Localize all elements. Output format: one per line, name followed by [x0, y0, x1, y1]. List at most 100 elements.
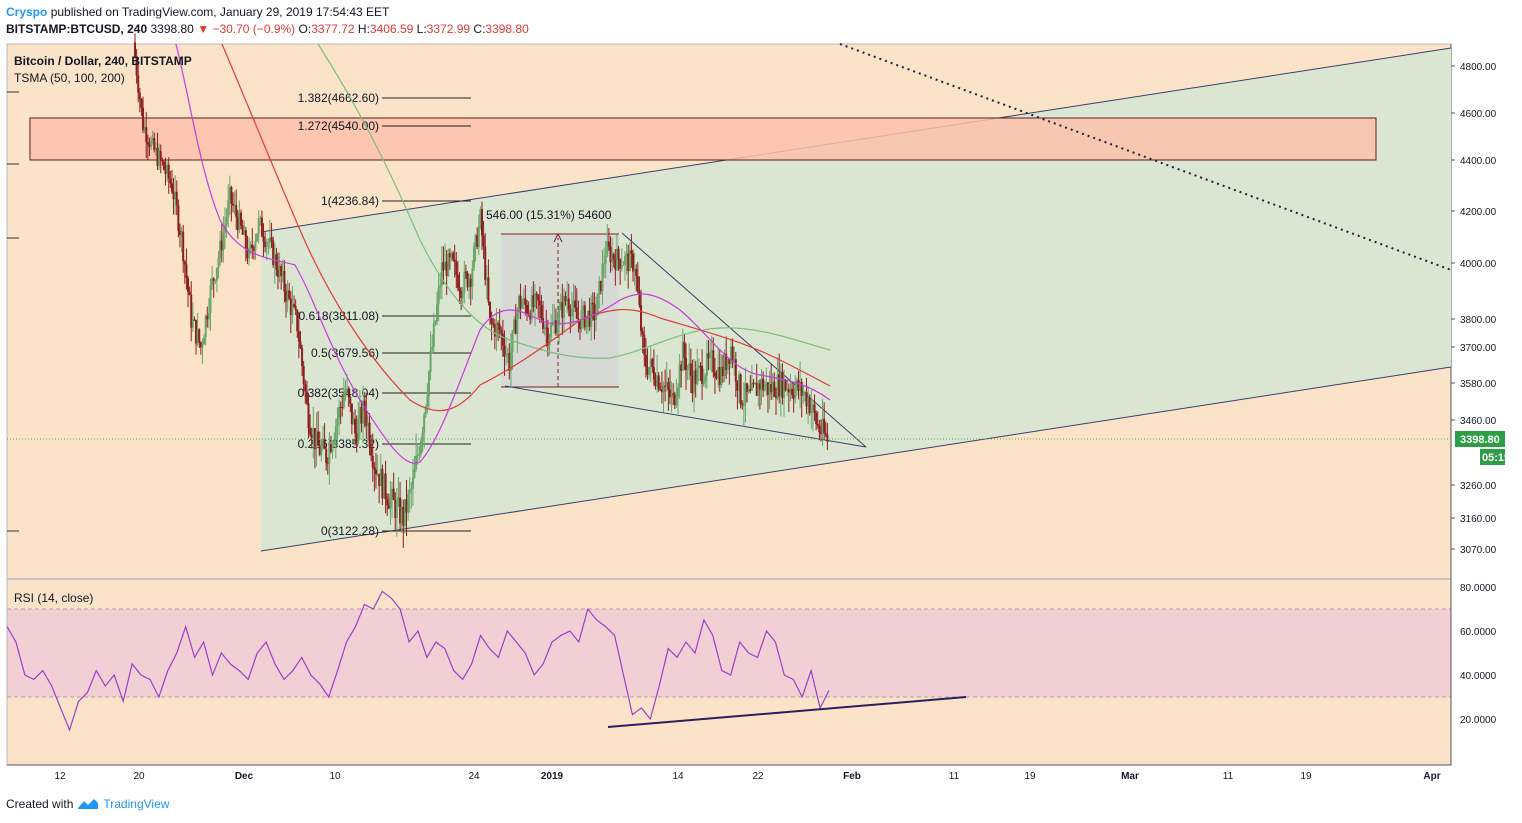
candle-body	[265, 242, 268, 248]
resistance-zone[interactable]	[29, 117, 1377, 161]
candle-body	[262, 236, 265, 242]
candle-body	[725, 353, 728, 370]
candle-body	[342, 395, 345, 408]
candle-body	[175, 191, 178, 206]
candle-body	[548, 336, 551, 346]
candle-body	[464, 271, 467, 274]
candle-body	[321, 439, 324, 448]
ma-slow-line[interactable]	[317, 43, 831, 359]
candle-body	[513, 319, 516, 331]
price-axis-ticks: 4800.00 4600.00 4400.00 4200.00 4000.00 3800.…	[1451, 62, 1497, 556]
candle-body	[248, 248, 251, 259]
candles[interactable]	[134, 33, 829, 549]
candle-body	[344, 389, 347, 396]
candle-body	[546, 327, 549, 346]
candle-body	[460, 290, 463, 298]
footer-brand[interactable]: TradingView	[103, 797, 170, 811]
candle-body	[275, 254, 278, 270]
close-label: C:	[473, 22, 486, 36]
ascending-channel[interactable]	[261, 48, 1451, 551]
candle-body	[423, 414, 426, 433]
candle-body	[603, 263, 606, 265]
candle-body	[601, 263, 604, 292]
ma-fast-line[interactable]	[175, 43, 831, 464]
candle-body	[436, 304, 439, 322]
candle-body	[588, 310, 591, 327]
candle-body	[325, 448, 328, 464]
candle-body	[615, 248, 618, 270]
ma-mid-line[interactable]	[221, 43, 831, 412]
author-name[interactable]: Cryspo	[6, 5, 48, 19]
candle-body	[787, 389, 790, 393]
published-text: published on TradingView.com, January 29…	[50, 5, 390, 19]
candle-body	[730, 346, 733, 364]
fib-levels[interactable]	[382, 97, 471, 532]
candle-body	[472, 246, 475, 269]
candle-body	[471, 268, 474, 287]
candle-body	[246, 249, 249, 259]
candle-body	[572, 300, 575, 309]
wedge-top-line[interactable]	[621, 232, 867, 448]
price-tick-label: 4400.00	[1460, 156, 1497, 167]
candle-body	[826, 434, 829, 442]
candle-body	[821, 418, 824, 435]
candle-body	[419, 441, 422, 455]
candle-body	[481, 208, 483, 236]
candle-body	[333, 439, 336, 445]
price-tick-label: 3800.00	[1460, 315, 1497, 326]
candle-body	[426, 395, 429, 407]
candle-body	[522, 298, 525, 305]
candle-body	[550, 324, 553, 337]
candle-body	[288, 290, 291, 299]
candle-body	[490, 318, 493, 324]
channel-bottom-line[interactable]	[260, 366, 1452, 552]
candle-body	[235, 205, 238, 217]
candle-body	[257, 218, 260, 234]
measure-label: 546.00 (15.31%) 54600	[486, 208, 612, 222]
candle-body	[741, 404, 744, 406]
fib-label-1272: 1.272(4540.00)	[298, 119, 379, 133]
price-tick-label: 3700.00	[1460, 343, 1497, 354]
candle-body	[723, 353, 726, 376]
candle-body	[733, 359, 736, 362]
candle-body	[241, 225, 244, 235]
candle-body	[795, 380, 798, 389]
wedge-bottom-line[interactable]	[504, 385, 867, 448]
candle-body	[617, 248, 620, 260]
candle-body	[188, 291, 191, 296]
last-price-badge-bg	[1455, 431, 1505, 447]
candle-body	[408, 489, 411, 494]
candle-body	[195, 320, 198, 344]
candle-body	[824, 432, 827, 435]
dotted-trendline[interactable]	[839, 43, 1452, 271]
rsi-line[interactable]	[6, 590, 830, 732]
time-tick-label: Apr	[1423, 771, 1440, 782]
time-tick-label: Feb	[843, 771, 861, 782]
candle-body	[363, 400, 366, 411]
open-label: O:	[298, 22, 312, 36]
candle-body	[366, 422, 369, 426]
candle-body	[397, 497, 400, 502]
candle-body	[569, 309, 572, 317]
candle-body	[161, 159, 164, 162]
candle-body	[413, 469, 416, 478]
price-axis[interactable]	[1452, 44, 1522, 765]
candle-body	[763, 386, 766, 391]
candle-body	[680, 364, 683, 371]
rsi-divergence-line[interactable]	[607, 696, 967, 728]
high-value: 3406.59	[369, 22, 414, 36]
candle-body	[805, 392, 808, 407]
candle-body	[754, 382, 757, 385]
candle-body	[493, 324, 496, 337]
candle-body	[667, 382, 670, 390]
candle-body	[659, 389, 662, 391]
candle-body	[577, 318, 580, 320]
candle-body	[350, 403, 353, 425]
rsi-band	[7, 609, 1451, 697]
candle-body	[453, 259, 456, 262]
candle-body	[668, 389, 671, 398]
time-axis[interactable]	[7, 766, 1451, 788]
candle-body	[774, 396, 777, 399]
candle-body	[432, 323, 435, 347]
